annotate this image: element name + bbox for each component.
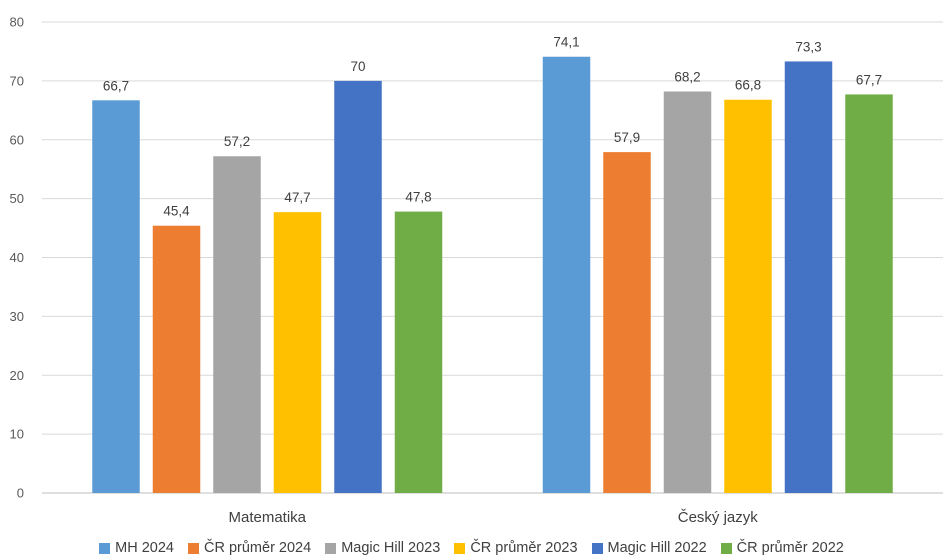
category-label: Český jazyk (678, 509, 759, 526)
legend-item: ČR průměr 2023 (454, 540, 578, 556)
y-tick-label: 20 (10, 368, 24, 383)
bar-1-4 (784, 61, 833, 493)
bar-1-2 (663, 91, 712, 493)
y-tick-label: 30 (10, 309, 24, 324)
legend-swatch (325, 542, 337, 554)
y-tick-label: 80 (10, 15, 24, 30)
y-tick-label: 0 (17, 486, 24, 501)
legend-label: ČR průměr 2022 (736, 540, 844, 556)
legend-swatch (591, 542, 603, 554)
legend-label: Magic Hill 2023 (341, 540, 441, 556)
y-tick-label: 70 (10, 73, 24, 88)
data-label: 70 (350, 59, 365, 74)
bar-0-0 (92, 100, 140, 494)
y-tick-label: 60 (10, 132, 24, 147)
bar-0-2 (213, 156, 261, 494)
legend-label: MH 2024 (115, 540, 174, 556)
data-label: 66,7 (103, 78, 129, 93)
legend-swatch (188, 542, 199, 554)
category-label: Matematika (228, 509, 306, 526)
bar-0-1 (152, 225, 201, 493)
data-label: 47,7 (284, 190, 310, 205)
bar-1-1 (603, 152, 651, 493)
bar-0-5 (394, 211, 443, 493)
data-label: 68,2 (674, 69, 700, 84)
legend-item: Magic Hill 2023 (325, 540, 440, 556)
bar-1-0 (542, 56, 591, 493)
legend-label: ČR průměr 2023 (470, 540, 578, 556)
data-label: 57,2 (224, 134, 250, 149)
data-label: 74,1 (553, 35, 579, 50)
legend-label: Magic Hill 2022 (607, 540, 707, 556)
data-label: 66,8 (735, 78, 761, 93)
bars (92, 56, 893, 494)
bar-0-4 (334, 80, 382, 493)
legend-swatch (99, 542, 111, 554)
data-label: 73,3 (795, 39, 821, 54)
bar-0-3 (273, 212, 322, 493)
y-axis: 0 10 20 30 40 50 60 70 80 (10, 15, 24, 501)
legend-item: Magic Hill 2022 (591, 540, 707, 556)
legend-swatch (454, 542, 466, 554)
legend: MH 2024 ČR průměr 2024 Magic Hill 2023 ČR p… (0, 537, 943, 559)
legend-item: MH 2024 (99, 540, 174, 556)
data-label: 47,8 (405, 190, 431, 205)
legend-swatch (720, 542, 732, 554)
y-tick-label: 10 (10, 427, 24, 442)
legend-item: ČR průměr 2024 (188, 540, 311, 556)
data-label: 45,4 (163, 204, 190, 219)
bar-1-5 (845, 94, 893, 493)
x-axis: Matematika Český jazyk (228, 509, 758, 526)
y-tick-label: 40 (10, 250, 24, 265)
legend-item: ČR průměr 2022 (720, 540, 844, 556)
data-label: 67,7 (856, 72, 882, 87)
data-labels: 66,7 45,4 57,2 47,7 70 47,8 74,1 57,9 68,2 66,8 73… (103, 35, 882, 219)
legend-label: ČR průměr 2024 (204, 540, 312, 556)
data-label: 57,9 (614, 130, 640, 145)
bar-1-3 (724, 99, 772, 493)
y-tick-label: 50 (10, 191, 24, 206)
